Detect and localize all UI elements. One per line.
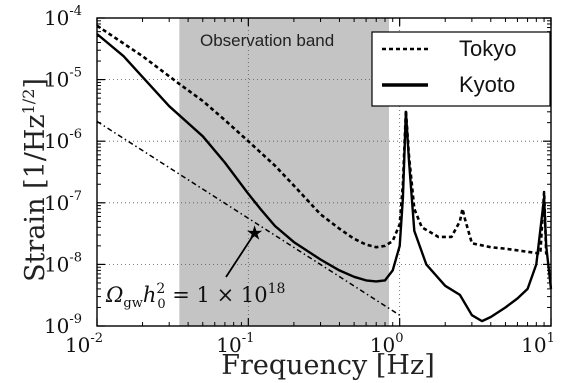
annotation: Ωgwh2 0 = 1 × 1018 — [105, 225, 285, 312]
legend: Tokyo Kyoto — [371, 31, 551, 107]
y-tick-label: 10-8 — [44, 250, 82, 276]
x-axis-label: Frequency [Hz] — [221, 350, 434, 381]
star-marker — [247, 225, 263, 240]
annotation-arrow — [225, 232, 256, 278]
y-tick-label: 10-7 — [44, 189, 82, 215]
x-tick-label: 10-2 — [65, 331, 103, 357]
annotation-exp: 18 — [268, 281, 286, 297]
series-lines — [96, 24, 553, 323]
x-tick-label: 101 — [521, 331, 555, 357]
series-line-sensitivity-2 — [96, 120, 401, 316]
series-line-kyoto — [96, 33, 553, 323]
legend-label-tokyo: Tokyo — [459, 36, 516, 61]
y-axis-label-main: Strain [1/Hz — [20, 114, 51, 282]
y-tick-label: 10-6 — [44, 127, 82, 153]
annotation-h-sub: 0 — [157, 297, 165, 312]
y-tick-label: 10-9 — [44, 312, 82, 338]
annotation-equals: = 1 × 10 — [166, 283, 268, 307]
annotation-h-sup: 2 — [156, 281, 165, 297]
legend-box — [371, 31, 551, 107]
tick-labels: 10-2 10-1 100 101 10-9 10-8 10-7 10-6 10-5 10-4 — [44, 4, 555, 357]
y-axis-label-sup: 1/2 — [19, 89, 38, 115]
x-tick-label: 10-1 — [216, 331, 254, 357]
annotation-text: Ωgwh2 0 = 1 × 1018 — [105, 281, 285, 312]
grid-lines — [97, 18, 551, 326]
y-tick-label: 10-4 — [44, 4, 82, 30]
y-axis-label: Strain [1/Hz1/2] — [19, 78, 51, 282]
y-tick-label: 10-5 — [44, 66, 82, 92]
annotation-omega-sub: gw — [123, 296, 142, 311]
x-tick-label: 100 — [370, 331, 404, 357]
band-label: Observation band — [200, 31, 334, 50]
y-axis-label-close: ] — [20, 78, 51, 89]
annotation-h: h — [143, 283, 157, 307]
legend-label-kyoto: Kyoto — [459, 72, 515, 97]
annotation-omega: Ω — [105, 283, 123, 307]
plot-frame — [96, 17, 552, 327]
shaded-band — [179, 18, 389, 326]
